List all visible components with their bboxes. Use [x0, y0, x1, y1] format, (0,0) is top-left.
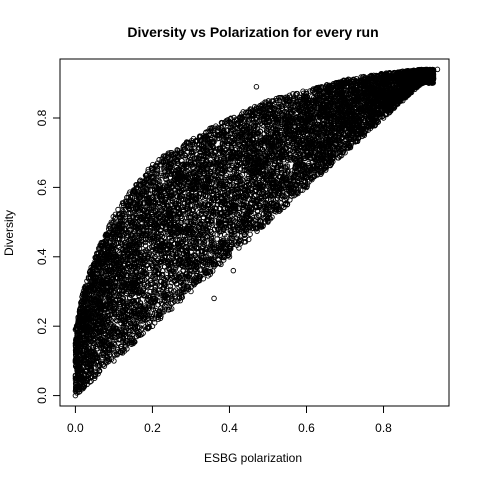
data-point — [188, 149, 195, 156]
points-layer — [72, 66, 441, 399]
data-point — [214, 236, 220, 242]
data-point — [180, 280, 187, 286]
data-point — [218, 261, 224, 268]
data-point — [263, 166, 270, 173]
data-point — [193, 213, 200, 220]
data-point — [173, 274, 179, 281]
data-point — [122, 211, 128, 218]
data-point — [132, 339, 138, 345]
data-point — [235, 133, 242, 139]
data-point — [167, 283, 174, 290]
data-point — [137, 253, 144, 259]
data-point — [187, 268, 193, 274]
data-point — [158, 313, 164, 320]
data-point — [273, 97, 280, 104]
data-point — [256, 213, 263, 219]
data-point — [147, 281, 154, 288]
data-point — [215, 125, 221, 131]
data-point — [150, 306, 157, 313]
data-point — [196, 209, 202, 216]
data-point — [288, 185, 295, 191]
data-point — [207, 268, 214, 275]
data-point — [242, 235, 248, 241]
data-point — [234, 211, 240, 217]
data-point — [145, 282, 151, 288]
data-point — [156, 157, 162, 163]
data-point — [127, 295, 133, 302]
data-point — [214, 175, 221, 181]
data-point — [145, 284, 151, 291]
chart-title: Diversity vs Polarization for every run — [127, 24, 378, 40]
data-point — [247, 231, 253, 238]
